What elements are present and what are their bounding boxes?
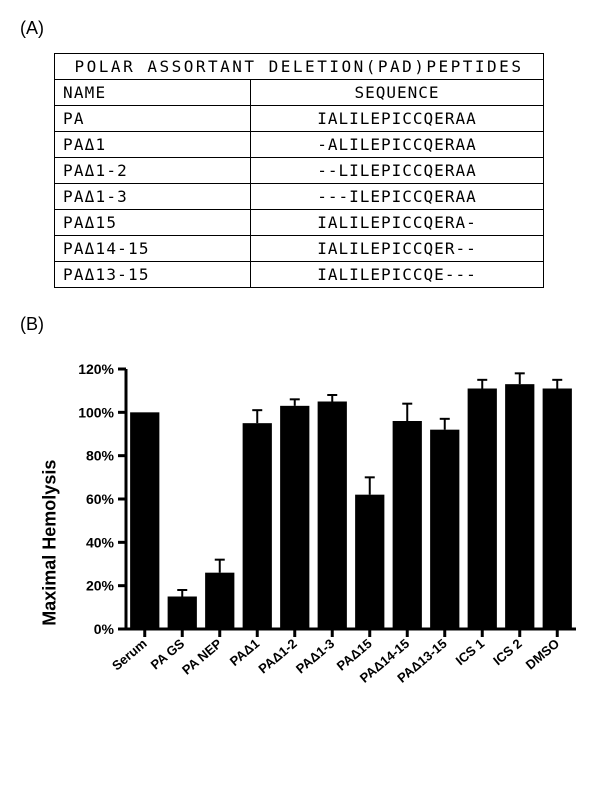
svg-text:80%: 80% xyxy=(86,448,115,464)
table-row: PAΔ1-2--LILEPICCQERAA xyxy=(55,158,544,184)
svg-text:PAΔ1-3: PAΔ1-3 xyxy=(293,636,337,677)
table-row: PAΔ13-15IALILEPICCQE--- xyxy=(55,262,544,288)
table-row: PAΔ1-3---ILEPICCQERAA xyxy=(55,184,544,210)
table-row: PAIALILEPICCQERAA xyxy=(55,106,544,132)
table-cell-name: PAΔ13-15 xyxy=(55,262,251,288)
table-cell-name: PAΔ1 xyxy=(55,132,251,158)
table-cell-name: PAΔ1-2 xyxy=(55,158,251,184)
pad-peptides-table: POLAR ASSORTANT DELETION(PAD)PEPTIDES NA… xyxy=(54,53,544,288)
svg-text:PA NEP: PA NEP xyxy=(179,636,225,678)
svg-text:ICS 2: ICS 2 xyxy=(490,636,525,668)
svg-text:100%: 100% xyxy=(78,404,114,420)
table-cell-seq: IALILEPICCQE--- xyxy=(250,262,543,288)
svg-text:120%: 120% xyxy=(78,363,114,377)
panel-b-label: (B) xyxy=(20,314,570,335)
table-cell-seq: ---ILEPICCQERAA xyxy=(250,184,543,210)
table-row: PAΔ15IALILEPICCQERA- xyxy=(55,210,544,236)
table-title: POLAR ASSORTANT DELETION(PAD)PEPTIDES xyxy=(55,54,544,80)
svg-text:60%: 60% xyxy=(86,491,115,507)
table-cell-seq: IALILEPICCQERAA xyxy=(250,106,543,132)
table-cell-name: PAΔ1-3 xyxy=(55,184,251,210)
chart-svg: 0%20%40%60%80%100%120%SerumPA GSPA NEPPA… xyxy=(54,363,594,735)
hemolysis-bar-chart: Maximal Hemolysis 0%20%40%60%80%100%120%… xyxy=(54,363,594,735)
table-cell-seq: --LILEPICCQERAA xyxy=(250,158,543,184)
svg-text:PAΔ1-2: PAΔ1-2 xyxy=(255,636,299,677)
table-cell-name: PAΔ14-15 xyxy=(55,236,251,262)
table-cell-seq: -ALILEPICCQERAA xyxy=(250,132,543,158)
panel-a-label: (A) xyxy=(20,18,570,39)
table-cell-name: PAΔ15 xyxy=(55,210,251,236)
table-cell-seq: IALILEPICCQERA- xyxy=(250,210,543,236)
table-cell-seq: IALILEPICCQER-- xyxy=(250,236,543,262)
svg-text:0%: 0% xyxy=(94,621,115,637)
svg-text:20%: 20% xyxy=(86,578,115,594)
svg-text:DMSO: DMSO xyxy=(523,636,563,673)
svg-text:Serum: Serum xyxy=(109,636,150,674)
svg-text:ICS 1: ICS 1 xyxy=(453,636,488,668)
table-row: PAΔ14-15IALILEPICCQER-- xyxy=(55,236,544,262)
svg-text:40%: 40% xyxy=(86,534,115,550)
table-cell-name: PA xyxy=(55,106,251,132)
table-col-name: NAME xyxy=(55,80,251,106)
table-col-seq: SEQUENCE xyxy=(250,80,543,106)
table-row: PAΔ1-ALILEPICCQERAA xyxy=(55,132,544,158)
